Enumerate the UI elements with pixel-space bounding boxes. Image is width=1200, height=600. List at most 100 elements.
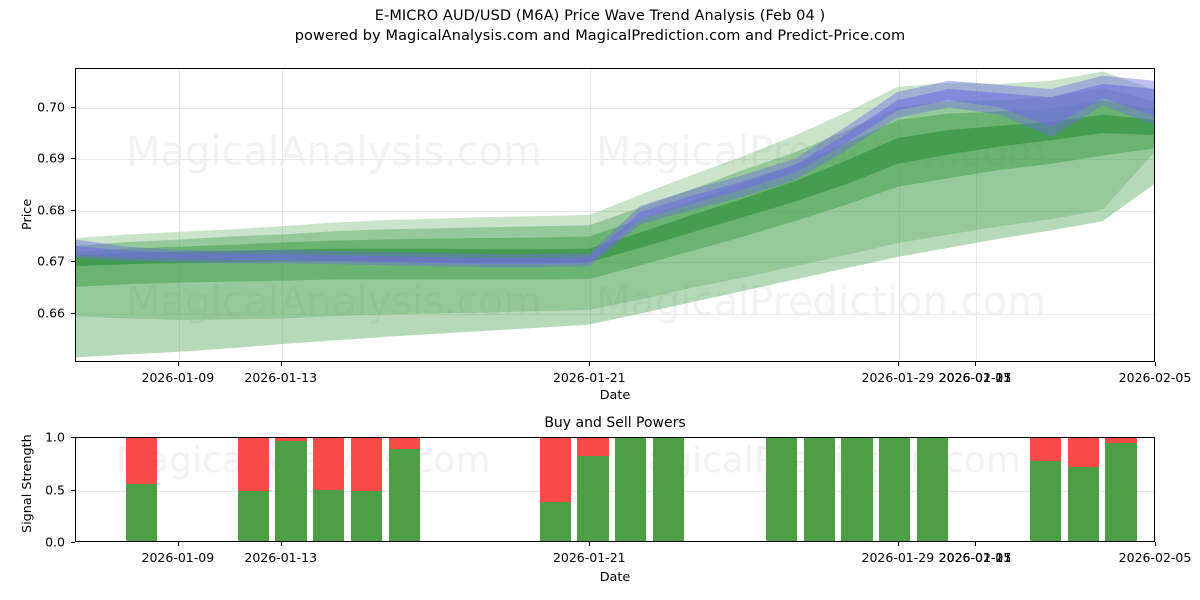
price-x-tick-label: 2026-01-13 — [244, 370, 318, 385]
price-x-tick-mark — [975, 362, 976, 366]
buy-power-segment — [879, 438, 911, 541]
price-x-tick-label: 2026-01-25 — [938, 370, 1012, 385]
price-gridline-v — [178, 69, 180, 361]
price-x-tick-label: 2026-01-29 — [861, 370, 935, 385]
price-x-tick-mark — [177, 362, 179, 366]
sell-power-segment — [539, 438, 571, 502]
sell-power-segment — [125, 438, 157, 485]
signal-bar[interactable] — [350, 438, 383, 541]
sell-power-segment — [1105, 438, 1137, 444]
chart-title-block: E-MICRO AUD/USD (M6A) Price Wave Trend A… — [0, 6, 1200, 46]
price-band-area — [76, 114, 1154, 267]
signal-bar[interactable] — [388, 438, 420, 541]
buy-power-segment — [539, 501, 571, 541]
buy-power-segment — [313, 489, 345, 541]
signal-x-tick-label: 2026-01-29 — [861, 550, 935, 565]
price-x-tick-mark — [280, 362, 282, 366]
price-y-tick-mark — [71, 158, 75, 160]
signal-y-tick-label: 1.0 — [45, 429, 65, 445]
price-x-tick-label: 2026-01-21 — [552, 370, 626, 385]
price-x-tick-label: 2026-01-09 — [141, 370, 215, 385]
signal-x-tick-label: 2026-01-21 — [552, 550, 626, 565]
price-wave-plot: MagicalAnalysis.comMagicalPrediction.com… — [75, 68, 1155, 362]
signal-x-tick-mark — [897, 542, 899, 546]
sell-power-segment — [237, 438, 269, 491]
page-title: E-MICRO AUD/USD (M6A) Price Wave Trend A… — [374, 8, 826, 24]
signal-x-tick-mark — [1155, 542, 1156, 546]
price-y-tick-mark — [71, 106, 75, 108]
signal-bar[interactable] — [1105, 438, 1137, 541]
signal-bar[interactable] — [841, 438, 873, 541]
price-y-tick-label: 0.68 — [37, 202, 65, 218]
signal-panel-title: Buy and Sell Powers — [544, 415, 686, 431]
buy-power-segment — [615, 438, 647, 541]
price-gridline-v — [898, 69, 900, 361]
price-band-area — [76, 83, 1154, 265]
price-x-axis-title: Date — [599, 388, 631, 403]
signal-x-tick-mark — [177, 542, 179, 546]
buy-power-segment — [388, 449, 420, 541]
signal-x-tick-label: 2026-02-05 — [1118, 550, 1192, 565]
buy-power-segment — [350, 490, 383, 541]
sell-power-segment — [388, 438, 420, 450]
signal-x-axis-title: Date — [599, 570, 631, 585]
buy-power-segment — [1030, 460, 1062, 541]
buy-power-segment — [275, 441, 307, 541]
price-y-tick-mark — [71, 313, 75, 314]
signal-bar[interactable] — [615, 438, 647, 541]
signal-bar[interactable] — [765, 438, 798, 541]
signal-bar[interactable] — [1067, 438, 1099, 541]
signal-y-tick-mark — [71, 542, 75, 543]
buy-power-segment — [1067, 466, 1099, 541]
sell-power-segment — [1067, 438, 1099, 467]
sell-power-segment — [1030, 438, 1062, 461]
price-y-tick-mark — [71, 209, 75, 211]
price-gridline-v — [976, 69, 977, 361]
buy-power-segment — [652, 438, 684, 541]
price-y-tick-mark — [71, 261, 75, 263]
buy-power-segment — [803, 438, 835, 541]
price-x-tick-mark — [589, 362, 591, 366]
page-subtitle: powered by MagicalAnalysis.com and Magic… — [294, 28, 906, 44]
signal-x-tick-label: 2026-01-09 — [141, 550, 215, 565]
signal-bar[interactable] — [916, 438, 949, 541]
price-band-layers — [76, 71, 1154, 358]
sell-power-segment — [275, 438, 307, 442]
buy-power-segment — [577, 455, 609, 541]
signal-bar[interactable] — [275, 438, 307, 541]
sell-power-segment — [350, 438, 383, 491]
price-y-tick-label: 0.67 — [37, 253, 65, 269]
price-gridline-h — [76, 159, 1154, 161]
price-gridline-v — [281, 69, 283, 361]
buy-power-segment — [765, 438, 798, 541]
signal-y-tick-mark — [71, 437, 75, 438]
price-y-tick-label: 0.66 — [37, 305, 65, 321]
signal-y-tick-label: 0.5 — [45, 482, 65, 497]
signal-bar[interactable] — [1030, 438, 1062, 541]
buy-power-segment — [237, 490, 269, 541]
price-gridline-v — [590, 69, 592, 361]
signal-bar[interactable] — [313, 438, 345, 541]
signal-x-tick-label: 2026-02-01 — [938, 550, 1012, 565]
signal-bar[interactable] — [125, 438, 157, 541]
price-x-tick-label: 2026-01-17 — [938, 370, 1012, 385]
price-y-tick-label: 0.69 — [37, 150, 65, 166]
signal-x-tick-mark — [589, 542, 591, 546]
buy-power-segment — [916, 438, 949, 541]
price-x-tick-label: 2026-02-01 — [938, 370, 1012, 385]
signal-bar[interactable] — [237, 438, 269, 541]
signal-bar[interactable] — [652, 438, 684, 541]
sell-power-segment — [577, 438, 609, 456]
signal-x-tick-mark — [975, 542, 976, 546]
signal-bar[interactable] — [879, 438, 911, 541]
signal-bar[interactable] — [577, 438, 609, 541]
price-x-tick-mark — [1155, 362, 1156, 366]
buy-power-segment — [841, 438, 873, 541]
price-x-tick-mark — [897, 362, 899, 366]
price-x-tick-label: 2026-02-05 — [1118, 370, 1192, 385]
signal-bar[interactable] — [539, 438, 571, 541]
signal-bar[interactable] — [803, 438, 835, 541]
price-band-area — [76, 75, 1154, 268]
